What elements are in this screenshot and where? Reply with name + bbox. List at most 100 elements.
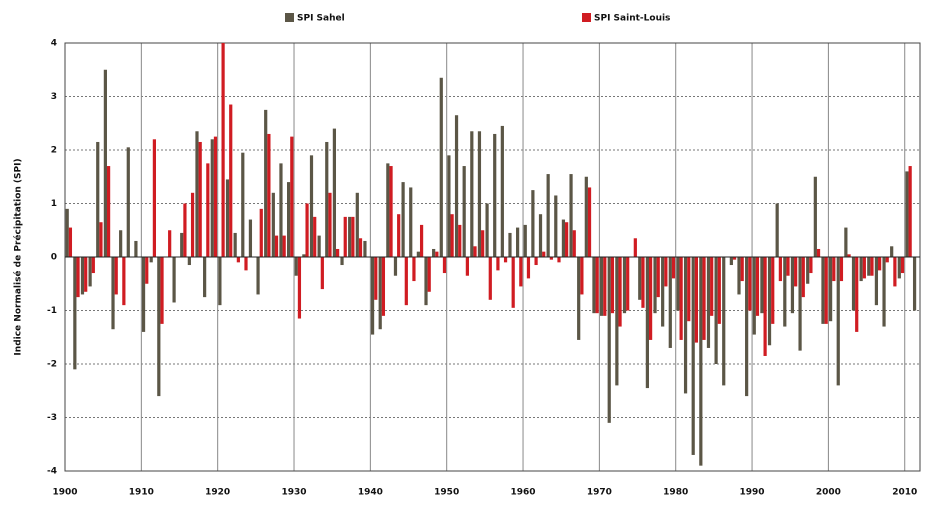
bar	[145, 257, 149, 284]
bar	[328, 192, 332, 257]
bar	[282, 235, 286, 257]
bar	[332, 128, 337, 257]
bar	[439, 77, 443, 258]
bar	[633, 238, 637, 257]
bar	[645, 257, 649, 389]
bar	[638, 257, 642, 300]
bar	[244, 257, 248, 271]
bar	[424, 257, 428, 306]
bar	[878, 257, 882, 271]
y-tick-label: 2	[51, 146, 57, 156]
bar	[274, 235, 279, 257]
bar	[172, 257, 176, 303]
bar	[412, 257, 416, 282]
bar	[855, 257, 859, 332]
bar	[870, 257, 874, 276]
x-tick-label: 1910	[129, 488, 154, 498]
bar	[355, 192, 359, 257]
bar	[122, 257, 126, 306]
bar	[389, 166, 393, 257]
bar	[233, 232, 237, 257]
bar	[160, 257, 164, 324]
bar	[198, 141, 202, 257]
bar	[363, 240, 367, 257]
bar	[829, 257, 833, 322]
bar	[584, 176, 588, 257]
bar	[592, 257, 596, 314]
bar	[706, 257, 711, 348]
bar	[882, 257, 886, 327]
bar	[248, 219, 253, 257]
bar	[534, 257, 538, 266]
bar	[809, 257, 813, 274]
bar	[577, 257, 581, 340]
bar	[256, 257, 260, 295]
bar	[905, 171, 909, 257]
bar	[745, 257, 749, 397]
bar	[729, 257, 733, 266]
bar	[134, 240, 138, 257]
bar	[84, 257, 88, 292]
bar	[225, 179, 230, 257]
bar	[554, 195, 558, 257]
legend-swatch	[582, 13, 591, 22]
bar	[465, 257, 469, 276]
bar	[470, 131, 474, 257]
bar	[572, 230, 576, 257]
bar	[859, 257, 863, 282]
bar	[264, 109, 268, 257]
bar	[187, 257, 191, 266]
bar	[454, 115, 459, 257]
bar	[229, 104, 233, 258]
y-tick-label: -4	[47, 467, 57, 477]
bar	[305, 203, 309, 257]
y-tick-label: 1	[51, 199, 57, 209]
bar	[851, 257, 856, 311]
x-tick-label: 1960	[511, 488, 536, 498]
bar	[836, 257, 840, 386]
bar	[91, 257, 95, 274]
bar	[900, 257, 905, 274]
bar	[317, 235, 321, 257]
bar	[152, 139, 156, 257]
bar	[615, 257, 619, 386]
bar	[183, 203, 187, 257]
bar	[790, 257, 795, 314]
bar	[106, 166, 111, 257]
bar	[397, 214, 401, 257]
x-tick-label: 1940	[358, 488, 383, 498]
bar	[587, 187, 592, 257]
bar	[409, 187, 413, 257]
bar	[358, 238, 363, 257]
bar	[867, 257, 871, 276]
bar	[286, 182, 291, 257]
bar	[477, 131, 482, 257]
bar	[508, 232, 512, 257]
bar	[309, 155, 314, 257]
bar	[279, 163, 283, 257]
bar	[622, 257, 627, 314]
bar	[378, 257, 382, 330]
bar	[141, 257, 146, 332]
bar	[485, 203, 489, 257]
bar	[648, 257, 653, 340]
bar	[717, 257, 721, 324]
bar	[683, 257, 688, 394]
x-tick-label: 1900	[52, 488, 77, 498]
bar	[442, 257, 447, 274]
bar	[806, 257, 810, 284]
bar	[839, 257, 844, 282]
bar	[679, 257, 683, 340]
bar	[206, 163, 210, 257]
x-tick-label: 1930	[281, 488, 306, 498]
bar	[340, 257, 344, 266]
bar	[99, 222, 103, 257]
bar	[168, 230, 172, 257]
bar	[450, 214, 454, 257]
bar	[157, 257, 161, 397]
bar	[821, 257, 825, 324]
x-tick-label: 1920	[205, 488, 230, 498]
x-tick-label: 2000	[816, 488, 841, 498]
bar	[503, 257, 508, 263]
bar	[393, 257, 398, 276]
